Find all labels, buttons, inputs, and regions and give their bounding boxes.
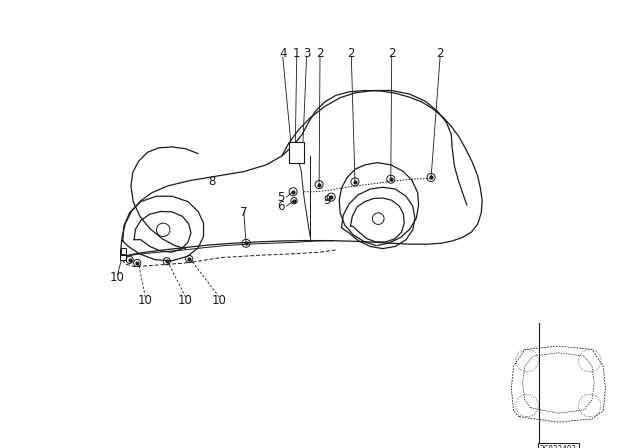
Text: 10: 10 — [212, 293, 227, 307]
Text: 10: 10 — [110, 271, 125, 284]
Text: 5: 5 — [276, 190, 284, 204]
Bar — [121, 248, 127, 254]
Text: 6: 6 — [276, 199, 284, 213]
Bar — [289, 142, 305, 163]
Text: 2: 2 — [316, 47, 324, 60]
Text: 9: 9 — [324, 194, 331, 207]
Bar — [120, 255, 125, 260]
Text: 2: 2 — [388, 47, 396, 60]
Text: 10: 10 — [178, 293, 193, 307]
Text: 2: 2 — [436, 47, 444, 60]
Text: 1: 1 — [293, 47, 300, 60]
Text: 4: 4 — [279, 47, 287, 60]
Text: 8: 8 — [208, 175, 215, 188]
Text: 7: 7 — [240, 206, 248, 220]
Text: 2: 2 — [348, 47, 355, 60]
Text: 10: 10 — [138, 293, 153, 307]
Text: 3: 3 — [303, 47, 310, 60]
Text: 2C033403: 2C033403 — [540, 445, 577, 448]
